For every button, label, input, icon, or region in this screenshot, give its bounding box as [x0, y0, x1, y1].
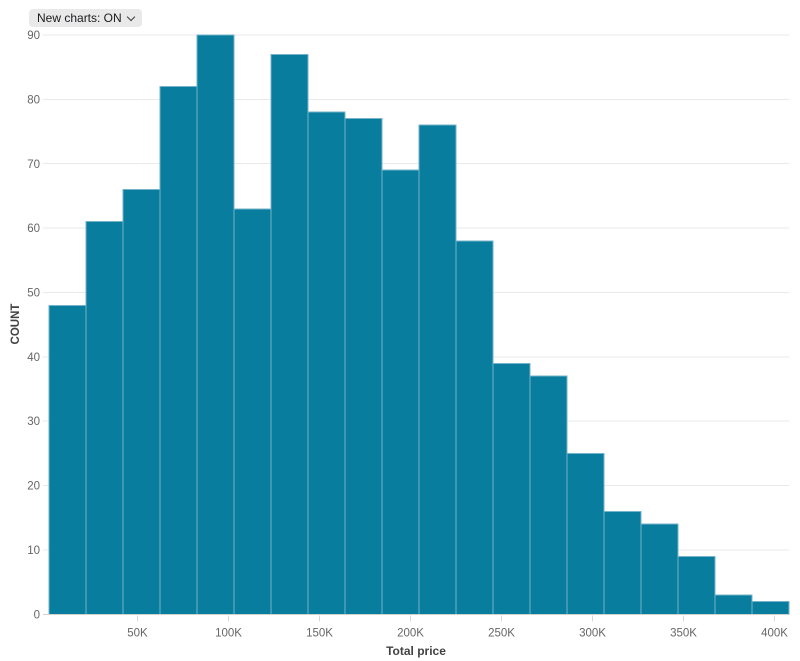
histogram-bar[interactable]	[344, 118, 383, 615]
histogram-bar[interactable]	[122, 188, 161, 615]
x-tick-label: 100K	[215, 628, 242, 640]
histogram-bar[interactable]	[603, 510, 642, 615]
chevron-down-icon	[126, 12, 135, 21]
x-tick-label: 200K	[397, 628, 424, 640]
histogram-bar[interactable]	[492, 362, 531, 615]
x-tick-label: 350K	[670, 628, 697, 640]
x-tick-label: 50K	[127, 628, 148, 640]
y-tick-label: 30	[27, 416, 40, 428]
y-tick-label: 90	[27, 30, 40, 42]
x-tick-label: 150K	[306, 628, 333, 640]
histogram-bar[interactable]	[418, 124, 457, 615]
histogram-bar[interactable]	[566, 452, 605, 615]
y-tick-label: 60	[27, 223, 40, 235]
x-axis-title: Total price	[386, 644, 446, 658]
x-tick-label: 300K	[579, 628, 606, 640]
y-tick-label: 40	[27, 352, 40, 364]
histogram-bar[interactable]	[159, 85, 198, 615]
histogram-bar[interactable]	[529, 375, 568, 615]
y-tick-label: 0	[34, 609, 40, 621]
y-tick-label: 80	[27, 94, 40, 106]
y-tick-label: 70	[27, 159, 40, 171]
histogram-bar[interactable]	[455, 240, 494, 615]
histogram-bar[interactable]	[640, 523, 679, 615]
new-charts-dropdown[interactable]: New charts: ON	[29, 9, 142, 27]
new-charts-label: New charts: ON	[37, 11, 122, 25]
y-tick-label: 10	[27, 545, 40, 557]
x-tick-label: 250K	[488, 628, 515, 640]
x-tick-label: 400K	[761, 628, 788, 640]
histogram-bar[interactable]	[48, 304, 87, 615]
histogram-bar[interactable]	[233, 208, 272, 615]
histogram-bar[interactable]	[85, 221, 124, 615]
histogram-bar[interactable]	[714, 594, 753, 615]
y-tick-label: 50	[27, 287, 40, 299]
histogram-bar[interactable]	[677, 555, 716, 615]
histogram-bar[interactable]	[270, 53, 309, 615]
histogram-bar[interactable]	[307, 111, 346, 615]
y-tick-label: 20	[27, 481, 40, 493]
histogram-bar[interactable]	[751, 600, 790, 615]
y-axis-title: COUNT	[10, 304, 22, 345]
histogram-bar[interactable]	[381, 169, 420, 615]
histogram-bar[interactable]	[196, 34, 235, 615]
